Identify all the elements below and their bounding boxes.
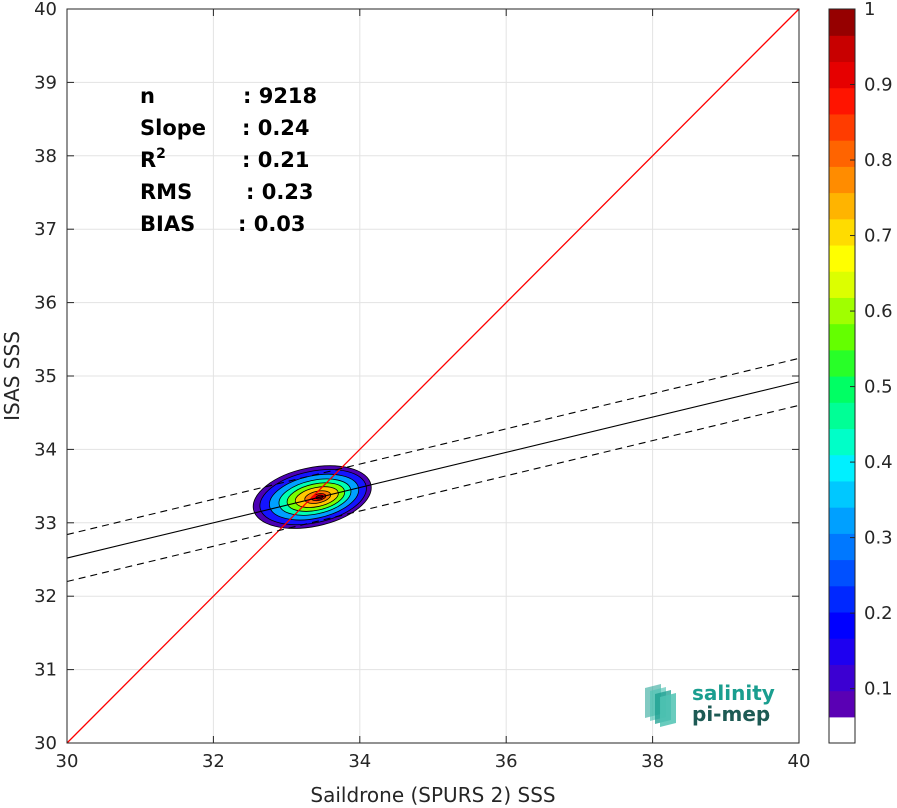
colorbar-swatch — [829, 402, 855, 430]
y-tick-label: 40 — [34, 0, 57, 20]
stat-value: : 0.24 — [242, 116, 310, 140]
x-tick-label: 40 — [788, 751, 811, 772]
y-tick-label: 34 — [34, 439, 57, 460]
upper-confidence-line — [66, 357, 800, 536]
x-tick-label: 38 — [641, 751, 664, 772]
colorbar-tick-label: 0.3 — [864, 528, 893, 549]
y-tick-label: 36 — [34, 293, 57, 314]
colorbar-tick-label: 0.6 — [864, 301, 893, 322]
logo-line1: salinity — [692, 681, 775, 705]
colorbar-tick-label: 0.1 — [864, 679, 893, 700]
colorbar-swatch — [829, 664, 855, 692]
stat-value: : 9218 — [243, 84, 317, 108]
x-tick-label: 32 — [202, 751, 225, 772]
colorbar-swatch — [829, 349, 855, 377]
colorbar-tick-label: 0.4 — [864, 452, 893, 473]
stat-label-superscript: 2 — [156, 146, 166, 162]
logo-line2: pi-mep — [692, 702, 770, 726]
colorbar-tick-label: 0.7 — [864, 226, 893, 247]
colorbar-swatch — [829, 480, 855, 508]
colorbar-swatch — [829, 113, 855, 141]
stat-value: : 0.21 — [242, 148, 310, 172]
colorbar-swatch — [829, 559, 855, 587]
colorbar-swatch — [829, 585, 855, 613]
y-tick-label: 35 — [34, 366, 57, 387]
identity-line — [66, 8, 800, 744]
y-tick-label: 31 — [34, 660, 57, 681]
colorbar-tick-label: 0.9 — [864, 75, 893, 96]
y-tick-label: 37 — [34, 219, 57, 240]
axes: 30 32 34 36 38 40 30 31 32 33 34 35 36 37 38 39 40 Saildr… — [0, 0, 810, 807]
stat-value: : 0.03 — [238, 212, 306, 236]
colorbar-swatch — [829, 323, 855, 351]
colorbar-swatch — [829, 454, 855, 482]
stat-label: RMS — [140, 180, 192, 204]
colorbar-swatch — [829, 140, 855, 167]
x-axis-label: Saildrone (SPURS 2) SSS — [310, 783, 555, 807]
y-tick-label: 39 — [34, 72, 57, 93]
colorbar-swatch — [829, 690, 855, 718]
lower-confidence-line — [66, 404, 800, 583]
colorbar-swatch — [829, 716, 855, 744]
colorbar-tick-label: 0.2 — [864, 603, 893, 624]
y-tick-label: 33 — [34, 513, 57, 534]
y-tick-label: 38 — [34, 146, 57, 167]
stat-label: BIAS — [140, 212, 195, 236]
colorbar-swatch — [829, 244, 855, 272]
colorbar-swatch — [829, 638, 855, 665]
x-tick-label: 30 — [56, 751, 79, 772]
fit-lines — [66, 8, 800, 744]
stat-label: R2 — [140, 146, 166, 172]
colorbar-swatch — [829, 507, 855, 534]
colorbar-swatch — [829, 192, 855, 220]
colorbar: 0.1 0.2 0.3 0.4 0.5 0.6 0.7 0.8 0.9 1 — [828, 0, 893, 744]
x-tick-label: 36 — [495, 751, 518, 772]
colorbar-swatch — [829, 87, 855, 115]
logo-wave-icon — [660, 693, 676, 727]
colorbar-swatch — [829, 166, 855, 194]
colorbar-swatch — [829, 428, 855, 456]
colorbar-swatch — [829, 271, 855, 298]
x-tick-label: 34 — [348, 751, 371, 772]
y-tick-label: 30 — [34, 733, 57, 754]
colorbar-swatch — [829, 61, 855, 89]
colorbar-tick-label: 0.8 — [864, 150, 893, 171]
stat-label: Slope — [140, 116, 206, 140]
stat-label: n — [140, 84, 155, 108]
colorbar-frame — [828, 8, 856, 744]
colorbar-swatch — [829, 9, 855, 36]
colorbar-swatch — [829, 218, 855, 246]
stat-value: : 0.23 — [246, 180, 314, 204]
colorbar-tick-label: 1 — [864, 0, 875, 20]
regression-line — [66, 381, 800, 559]
y-tick-label: 32 — [34, 586, 57, 607]
colorbar-swatch — [829, 376, 855, 403]
colorbar-tick-label: 0.5 — [864, 377, 893, 398]
y-axis-label: ISAS SSS — [0, 331, 24, 421]
colorbar-swatch — [829, 35, 855, 63]
stats-box: n : 9218 Slope : 0.24 R2 : 0.21 RMS : 0.23 BIAS:… — [140, 84, 317, 236]
colorbar-swatch — [829, 611, 855, 639]
